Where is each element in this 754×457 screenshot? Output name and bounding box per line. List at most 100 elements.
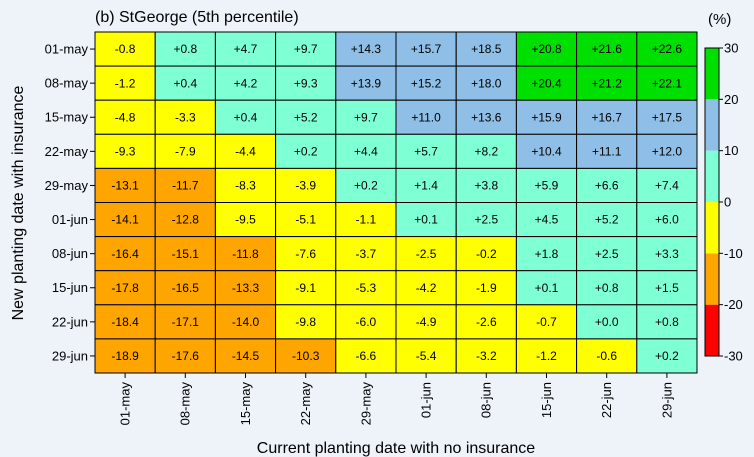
colorbar-tick-label: 10 — [724, 143, 738, 158]
cell-label: -1.2 — [115, 76, 136, 90]
heatmap-cell — [214, 99, 277, 135]
cell-label: +0.2 — [354, 179, 378, 193]
cell-label: +5.7 — [414, 145, 438, 159]
y-tick-label: 15-jun — [52, 280, 88, 295]
cell-label: +21.2 — [592, 76, 623, 90]
cell-label: +0.2 — [294, 145, 318, 159]
cell-label: +0.8 — [655, 315, 679, 329]
heatmap-cell — [94, 31, 156, 67]
cell-label: +9.3 — [294, 76, 318, 90]
heatmap-cell — [395, 65, 457, 101]
colorbar-tick-label: -20 — [724, 297, 743, 312]
heatmap-cell — [576, 236, 638, 272]
heatmap-cell — [515, 167, 578, 203]
cell-label: +20.4 — [531, 76, 562, 90]
heatmap-cell — [455, 99, 517, 135]
cell-label: -14.0 — [232, 315, 260, 329]
heatmap-cell — [214, 304, 277, 340]
heatmap-cell — [154, 65, 216, 101]
y-tick-label: 01-jun — [52, 212, 88, 227]
cell-label: +0.4 — [173, 76, 197, 90]
cell-label: +0.1 — [414, 213, 438, 227]
x-tick-label: 22-jun — [599, 382, 614, 418]
heatmap-cell — [576, 65, 638, 101]
chart-title: (b) StGeorge (5th percentile) — [95, 9, 299, 26]
heatmap-cell — [455, 65, 517, 101]
heatmap-cell — [455, 167, 517, 203]
heatmap-cell — [335, 167, 397, 203]
heatmap-cell — [515, 304, 578, 340]
colorbar-band — [705, 150, 719, 202]
y-tick-label: 01-may — [45, 41, 89, 56]
heatmap-cell — [395, 338, 457, 374]
cell-label: -3.3 — [175, 110, 196, 124]
cell-label: -4.8 — [115, 110, 136, 124]
cell-label: -4.9 — [416, 315, 437, 329]
heatmap-cell — [275, 202, 337, 238]
cell-label: +13.9 — [351, 76, 382, 90]
cell-label: +4.4 — [354, 145, 378, 159]
cell-label: +2.5 — [595, 247, 619, 261]
cell-label: -14.1 — [111, 213, 139, 227]
y-tick-label: 29-may — [45, 178, 89, 193]
cell-label: -16.5 — [172, 281, 200, 295]
colorbar-band — [705, 48, 719, 100]
heatmap-cell — [335, 304, 397, 340]
cell-label: -5.3 — [356, 281, 377, 295]
heatmap-cell — [455, 270, 517, 306]
cell-label: +15.2 — [411, 76, 442, 90]
x-tick-label: 01-jun — [419, 382, 434, 418]
colorbar-band — [705, 99, 719, 151]
cell-label: +1.5 — [655, 281, 679, 295]
cell-label: -12.8 — [172, 213, 200, 227]
cell-label: +5.9 — [535, 179, 559, 193]
cell-label: +21.6 — [592, 42, 623, 56]
heatmap-cell — [94, 133, 156, 169]
cell-label: +4.7 — [234, 42, 258, 56]
cell-label: -11.8 — [232, 247, 259, 261]
cell-label: -16.4 — [111, 247, 139, 261]
x-axis-label: Current planting date with no insurance — [257, 440, 535, 457]
heatmap-cell — [214, 202, 277, 238]
heatmap-cell — [154, 304, 216, 340]
heatmap-cell — [335, 270, 397, 306]
cell-label: +0.2 — [655, 349, 679, 363]
heatmap-cell — [94, 338, 156, 374]
heatmap-cell — [275, 270, 337, 306]
heatmap-cell — [515, 65, 578, 101]
y-tick-label: 08-may — [45, 76, 89, 91]
cell-label: +22.1 — [652, 76, 683, 90]
heatmap-cell — [214, 167, 277, 203]
heatmap-cell — [94, 202, 156, 238]
heatmap-cell — [515, 31, 578, 67]
heatmap-cell — [154, 270, 216, 306]
cell-label: -18.4 — [111, 315, 139, 329]
cell-label: -1.1 — [356, 213, 377, 227]
cell-label: +16.7 — [592, 110, 623, 124]
heatmap-cell — [515, 270, 578, 306]
heatmap-cell — [275, 304, 337, 340]
colorbar-tick-label: 20 — [724, 92, 738, 107]
x-tick-label: 29-jun — [659, 382, 674, 418]
cell-label: -9.8 — [295, 315, 316, 329]
cell-label: -9.5 — [235, 213, 256, 227]
cell-label: +7.4 — [655, 179, 679, 193]
cell-label: -13.1 — [111, 179, 139, 193]
x-tick-label: 08-jun — [479, 382, 494, 418]
cell-label: +14.3 — [351, 42, 382, 56]
y-tick-label: 29-jun — [52, 348, 88, 363]
cell-label: -15.1 — [172, 247, 200, 261]
cell-label: -11.7 — [172, 179, 199, 193]
heatmap-cell — [576, 133, 638, 169]
cell-label: -3.7 — [356, 247, 377, 261]
heatmap-cell — [515, 99, 578, 135]
cell-label: +1.8 — [535, 247, 559, 261]
heatmap-cell — [455, 338, 517, 374]
x-tick-label: 01-may — [118, 382, 133, 426]
cell-label: -17.6 — [172, 349, 200, 363]
heatmap-cell — [636, 167, 698, 203]
x-tick-label: 08-may — [178, 382, 193, 426]
cell-label: -6.0 — [356, 315, 377, 329]
cell-label: -18.9 — [111, 349, 139, 363]
heatmap-cell — [154, 99, 216, 135]
